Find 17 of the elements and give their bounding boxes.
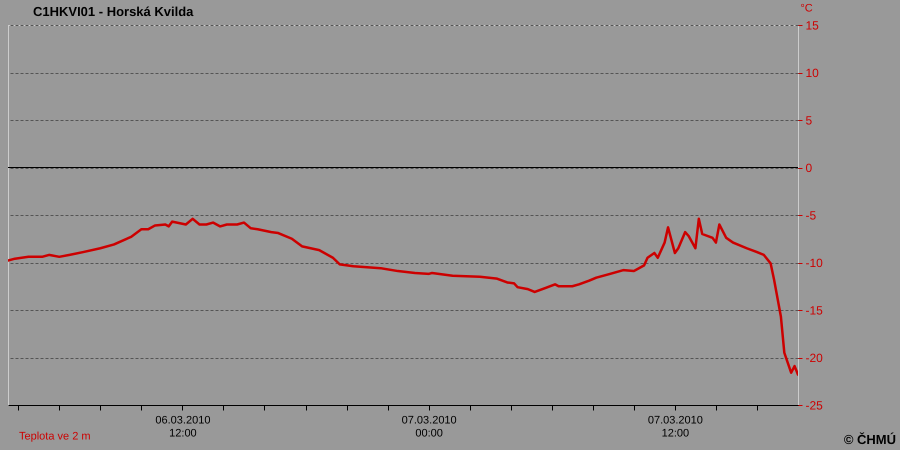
y-tick-label: 0 [806,161,812,175]
x-tick-label: 06.03.2010 12:00 [155,414,210,440]
y-tick-label: -20 [806,351,824,365]
text: © ČHMÚ [844,432,896,447]
y-tick-label: -15 [806,304,824,318]
y-axis-title: °C [800,2,813,14]
x-tick-label: 07.03.2010 00:00 [402,414,457,440]
y-tick-label: 5 [806,114,812,128]
chart-title: C1HKVI01 - Horská Kvilda [33,4,194,19]
y-tick-label: 15 [806,18,820,32]
y-tick-label: -10 [806,256,824,270]
line-series [8,218,798,376]
y-tick-label: -25 [806,398,824,412]
text: Teplota ve 2 m [19,430,91,442]
y-tick-label: 10 [806,66,820,80]
y-tick-label: -5 [806,208,816,222]
x-tick-label: 07.03.2010 12:00 [648,414,703,440]
